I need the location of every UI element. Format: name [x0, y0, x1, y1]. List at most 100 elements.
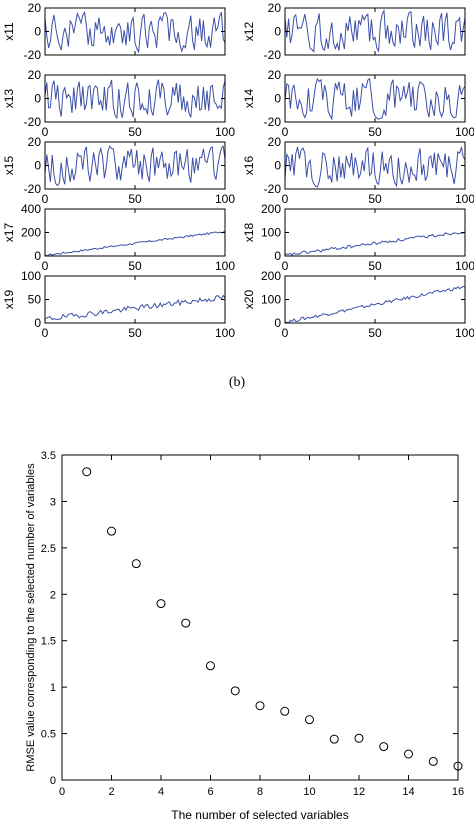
plot-frame	[284, 208, 466, 257]
x-tick-label: 0	[282, 125, 289, 139]
y-axis-label: x17	[2, 223, 16, 243]
subplot-x19: 0 50 100 0 50 100 x19	[2, 269, 235, 340]
y-tick-label: 20	[268, 135, 282, 149]
series-line-x14	[284, 77, 466, 121]
x-tick-label: 0	[42, 192, 49, 206]
x-tick-label: 50	[128, 326, 142, 340]
x-tick-label: 2	[108, 786, 114, 798]
x-tick-label: 0	[42, 326, 49, 340]
series-line-x15	[44, 145, 226, 187]
plot-frame	[284, 275, 466, 324]
x-tick-label: 50	[368, 259, 382, 273]
data-point	[131, 559, 141, 569]
x-tick-label: 50	[368, 326, 382, 340]
y-tick-label: 1	[50, 682, 56, 694]
y-tick-label: 3.5	[41, 450, 56, 462]
x-tick-label: 0	[42, 259, 49, 273]
y-tick-label: 100	[261, 226, 281, 240]
x-tick-label: 100	[215, 125, 235, 139]
series-line-x17	[44, 230, 226, 257]
y-tick-label: 1.5	[41, 636, 56, 648]
data-point	[329, 734, 339, 744]
data-point	[305, 715, 314, 725]
data-point	[82, 467, 92, 477]
y-tick-label: 200	[21, 226, 41, 240]
data-point	[428, 756, 438, 766]
x-tick-label: 16	[452, 786, 464, 798]
y-tick-label: -20	[264, 182, 282, 196]
series-line-x20	[284, 285, 466, 324]
data-point	[156, 599, 166, 609]
y-axis-label: RMSE value corresponding to the selected…	[25, 463, 37, 772]
y-tick-label: 20	[268, 1, 282, 15]
y-axis-label: x15	[2, 156, 16, 176]
y-tick-label: -20	[264, 115, 282, 129]
data-point	[107, 526, 116, 536]
x-tick-label: 100	[215, 192, 235, 206]
series-line-x16	[284, 145, 466, 188]
plot-frame	[284, 7, 466, 56]
series-line-x19	[44, 294, 226, 321]
plot-frame	[44, 74, 226, 123]
y-tick-label: 2.5	[41, 543, 56, 555]
y-axis-label: x18	[242, 223, 256, 243]
series-line-x13	[44, 79, 226, 120]
y-tick-label: 0	[34, 249, 41, 263]
x-tick-label: 100	[455, 259, 474, 273]
x-tick-label: 50	[128, 259, 142, 273]
x-tick-label: 0	[282, 326, 289, 340]
y-tick-label: 0	[274, 92, 281, 106]
x-tick-label: 0	[59, 786, 65, 798]
x-tick-label: 0	[282, 259, 289, 273]
subplot-x20: 0 100 200 0 50 100 x20	[242, 269, 474, 340]
y-tick-label: -20	[24, 48, 42, 62]
series-line-x12	[284, 8, 466, 53]
x-tick-label: 50	[368, 192, 382, 206]
data-point	[181, 618, 191, 628]
data-point	[230, 686, 240, 696]
data-point	[280, 706, 290, 716]
y-axis-label: x12	[242, 22, 256, 42]
data-point	[206, 661, 215, 671]
series-line-x18	[284, 231, 466, 257]
plot-frame	[44, 275, 226, 324]
y-tick-label: 0	[34, 159, 41, 173]
y-tick-label: 400	[21, 202, 41, 216]
y-tick-label: -20	[264, 48, 282, 62]
x-axis-label: The number of selected variables	[171, 808, 348, 822]
x-tick-label: 4	[158, 786, 164, 798]
x-tick-label: 100	[215, 326, 235, 340]
figure-caption: (b)	[229, 375, 246, 390]
y-tick-label: 0	[50, 775, 56, 787]
data-point	[453, 761, 463, 771]
y-tick-label: 0	[274, 25, 281, 39]
plot-frame	[284, 141, 466, 190]
y-tick-label: 3	[50, 496, 56, 508]
y-tick-label: 2	[50, 589, 56, 601]
y-tick-label: 20	[268, 68, 282, 82]
x-tick-label: 100	[455, 192, 474, 206]
x-tick-label: 12	[353, 786, 365, 798]
y-tick-label: 0	[274, 249, 281, 263]
plot-frame	[61, 454, 459, 781]
data-point	[379, 742, 389, 752]
y-tick-label: 50	[28, 293, 42, 307]
y-axis-label: x13	[2, 89, 16, 109]
y-tick-label: 20	[28, 68, 42, 82]
y-tick-label: 200	[261, 269, 281, 283]
y-tick-label: 100	[261, 293, 281, 307]
y-tick-label: -20	[24, 182, 42, 196]
x-tick-label: 50	[368, 125, 382, 139]
y-tick-label: 100	[21, 269, 41, 283]
plot-frame	[44, 208, 226, 257]
y-tick-label: 0	[274, 316, 281, 330]
x-tick-label: 100	[455, 326, 474, 340]
y-tick-label: 20	[28, 1, 42, 15]
x-tick-label: 100	[455, 125, 474, 139]
